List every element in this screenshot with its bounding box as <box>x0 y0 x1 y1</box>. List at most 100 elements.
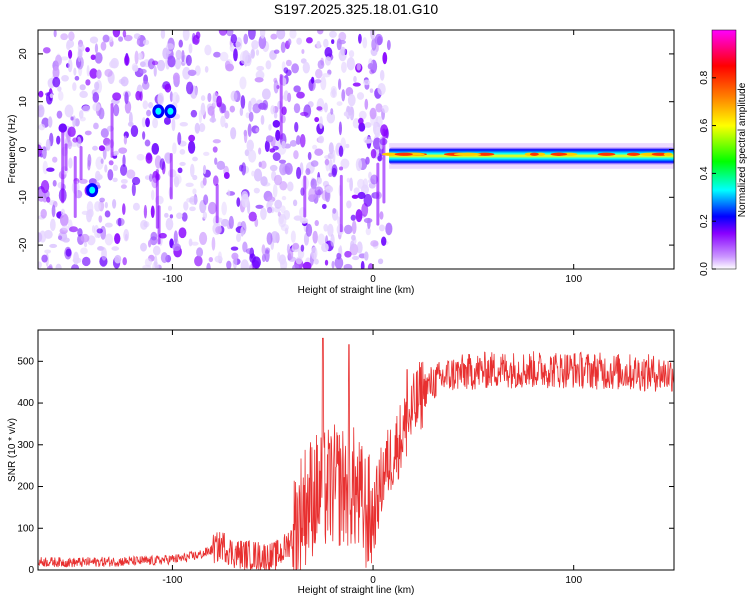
noise-speck <box>319 116 323 129</box>
noise-streak <box>79 146 83 181</box>
y-tick-label: 10 <box>18 96 29 108</box>
noise-speck <box>216 95 222 108</box>
noise-speck <box>67 126 76 137</box>
noise-speck <box>142 100 149 110</box>
noise-speck <box>140 242 147 252</box>
noise-speck <box>356 92 365 100</box>
noise-speck <box>112 177 118 183</box>
noise-speck <box>83 241 88 248</box>
noise-speck <box>49 93 54 99</box>
noise-speck <box>290 230 296 243</box>
noise-speck <box>113 104 120 117</box>
y-tick-label: -10 <box>18 190 29 205</box>
noise-speck <box>244 149 250 157</box>
noise-speck <box>202 211 208 220</box>
noise-speck <box>87 153 92 167</box>
noise-speck <box>251 39 259 50</box>
noise-speck <box>273 174 283 186</box>
noise-speck <box>172 91 179 105</box>
noise-speck <box>299 133 306 148</box>
noise-speck <box>363 217 373 224</box>
noise-speck <box>147 102 154 109</box>
noise-speck <box>94 201 102 212</box>
noise-speck <box>377 82 386 96</box>
x-tick-label: -100 <box>162 575 182 586</box>
noise-speck <box>178 227 187 239</box>
snr-x-ticks: -100 0 100 <box>162 330 582 586</box>
signal-band-peak <box>663 152 673 156</box>
noise-speck <box>254 77 264 83</box>
noise-speck <box>327 223 334 237</box>
noise-speck <box>346 200 352 209</box>
noise-speck <box>52 156 58 163</box>
noise-speck <box>153 65 157 77</box>
noise-speck <box>98 145 106 152</box>
noise-speck <box>42 146 47 159</box>
colorbar-gradient <box>711 29 737 270</box>
noise-speck <box>124 91 129 105</box>
noise-speck <box>330 85 337 95</box>
noise-speck <box>207 105 215 116</box>
noise-speck <box>62 237 70 243</box>
noise-speck <box>352 82 361 87</box>
noise-speck <box>280 41 286 54</box>
noise-speck <box>122 30 127 38</box>
noise-speck <box>187 69 197 76</box>
signal-band-peak <box>626 152 641 156</box>
noise-speck <box>330 108 334 115</box>
noise-speck <box>340 158 350 169</box>
heatmap-blob-3-core <box>89 186 96 194</box>
snr-y-label: SNR (10 * v/v) <box>7 418 18 482</box>
noise-speck <box>204 44 212 56</box>
noise-speck <box>314 79 322 84</box>
noise-speck <box>120 164 128 176</box>
noise-speck <box>370 148 377 159</box>
noise-speck <box>152 117 159 129</box>
noise-speck <box>66 39 75 48</box>
noise-speck <box>68 31 75 41</box>
noise-speck <box>305 37 313 44</box>
noise-speck <box>139 68 147 74</box>
noise-speck <box>185 182 194 187</box>
noise-speck <box>118 147 128 154</box>
noise-speck <box>312 144 318 150</box>
noise-speck <box>367 63 374 70</box>
noise-speck <box>69 226 79 233</box>
noise-speck <box>300 111 309 117</box>
noise-speck <box>42 160 48 175</box>
heatmap-x-label: Height of straight line (km) <box>298 285 415 296</box>
noise-speck <box>362 178 369 189</box>
noise-speck <box>58 90 64 101</box>
noise-speck <box>79 84 86 91</box>
noise-speck <box>296 37 302 45</box>
noise-speck <box>93 122 99 130</box>
noise-speck <box>196 247 204 258</box>
noise-speck <box>357 191 366 200</box>
noise-speck <box>40 179 50 194</box>
noise-speck <box>136 39 140 46</box>
noise-speck <box>42 47 51 54</box>
noise-speck <box>100 41 107 51</box>
noise-speck <box>323 38 329 48</box>
noise-speck <box>55 263 62 269</box>
noise-speck <box>100 128 109 138</box>
noise-speck <box>233 48 238 62</box>
noise-speck <box>192 34 200 46</box>
noise-speck <box>224 122 229 129</box>
noise-speck <box>293 103 301 114</box>
x-tick-label: 100 <box>565 575 582 586</box>
noise-speck <box>246 139 254 152</box>
noise-streak <box>61 130 65 204</box>
y-tick-label: 100 <box>17 523 34 534</box>
noise-speck <box>216 160 226 171</box>
noise-speck <box>112 30 121 38</box>
noise-speck <box>164 83 172 93</box>
noise-speck <box>295 256 303 265</box>
noise-speck <box>236 197 241 207</box>
noise-speck <box>379 69 385 81</box>
noise-speck <box>114 233 121 245</box>
noise-speck <box>74 75 80 81</box>
noise-speck <box>385 222 393 236</box>
noise-speck <box>292 242 300 250</box>
